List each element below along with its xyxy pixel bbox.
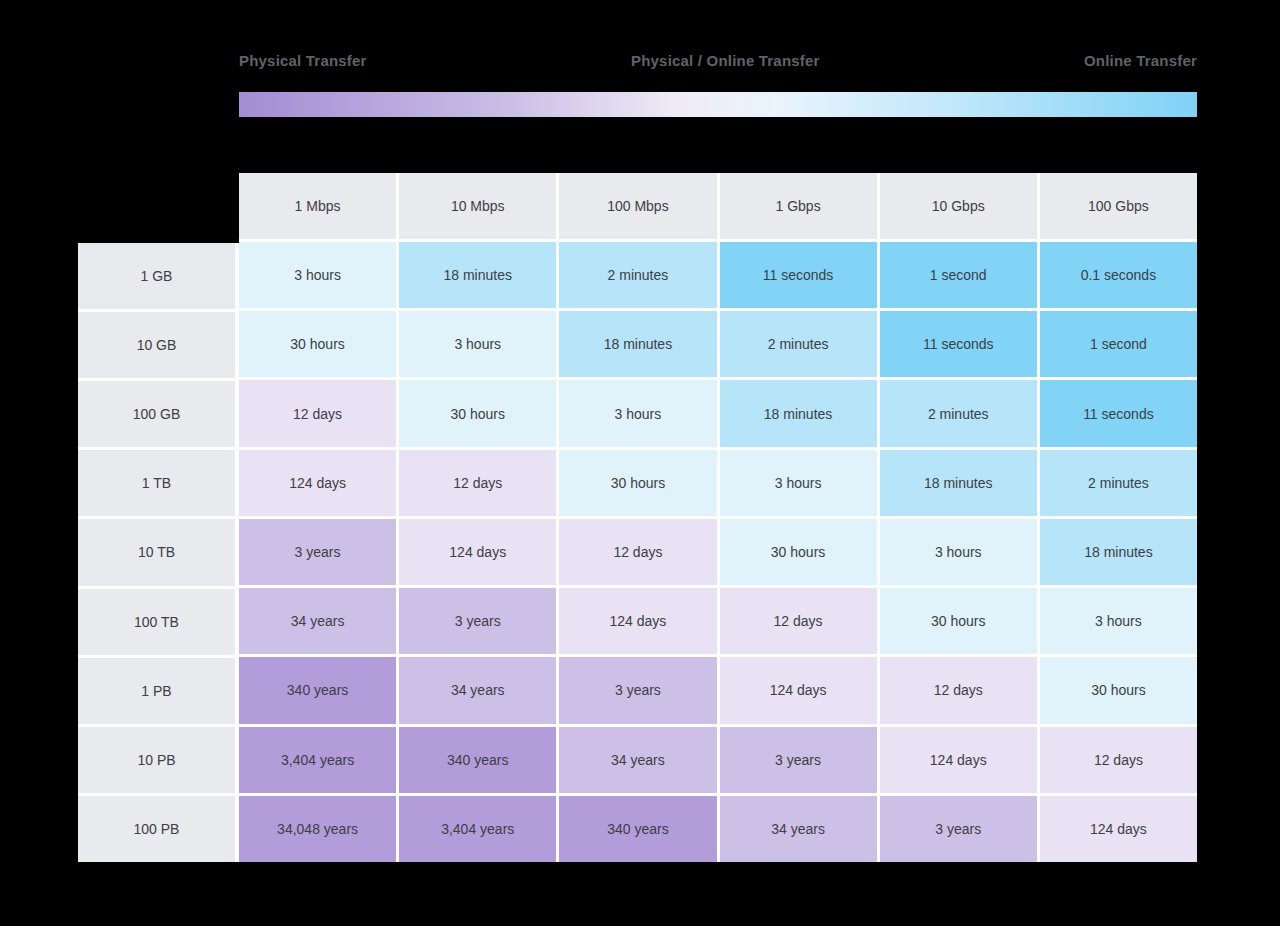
table-cell: 340 years	[559, 796, 716, 862]
table-cell: 124 days	[720, 657, 877, 723]
row-header-10-tb: 10 TB	[78, 519, 235, 585]
table-cell: 12 days	[1040, 727, 1197, 793]
table-cell: 18 minutes	[399, 242, 556, 308]
row-header-10-gb: 10 GB	[78, 312, 235, 378]
column-header-100-gbps: 100 Gbps	[1040, 173, 1197, 239]
page-background: Physical Transfer Physical / Online Tran…	[0, 0, 1280, 926]
table-cell: 18 minutes	[559, 311, 716, 377]
table-cell: 30 hours	[239, 311, 396, 377]
table-cell: 124 days	[880, 727, 1037, 793]
transfer-gradient-bar	[239, 92, 1197, 117]
table-cell: 124 days	[559, 588, 716, 654]
column-header-100-mbps: 100 Mbps	[559, 173, 716, 239]
table-cell: 3 years	[239, 519, 396, 585]
column-header-1-gbps: 1 Gbps	[720, 173, 877, 239]
table-cell: 3,404 years	[239, 727, 396, 793]
table-cell: 3 years	[880, 796, 1037, 862]
table-cell: 340 years	[239, 657, 396, 723]
legend-label-online-transfer: Online Transfer	[1084, 52, 1197, 69]
row-header-100-tb: 100 TB	[78, 589, 235, 655]
table-cell: 3 hours	[559, 380, 716, 446]
transfer-legend: Physical Transfer Physical / Online Tran…	[239, 52, 1197, 69]
table-cell: 12 days	[559, 519, 716, 585]
table-cell: 3 hours	[880, 519, 1037, 585]
table-cell: 12 days	[880, 657, 1037, 723]
table-cell: 2 minutes	[880, 380, 1037, 446]
table-cell: 0.1 seconds	[1040, 242, 1197, 308]
row-header-10-pb: 10 PB	[78, 727, 235, 793]
row-header-1-pb: 1 PB	[78, 658, 235, 724]
table-cell: 34,048 years	[239, 796, 396, 862]
table-cell: 124 days	[1040, 796, 1197, 862]
legend-label-physical-transfer: Physical Transfer	[239, 52, 367, 69]
row-header-1-tb: 1 TB	[78, 450, 235, 516]
table-cell: 34 years	[399, 657, 556, 723]
table-cell: 12 days	[720, 588, 877, 654]
table-cell: 18 minutes	[1040, 519, 1197, 585]
table-cell: 2 minutes	[559, 242, 716, 308]
table-cell: 3 hours	[1040, 588, 1197, 654]
table-cell: 30 hours	[399, 380, 556, 446]
table-cell: 3 years	[399, 588, 556, 654]
table-cell: 3 hours	[239, 242, 396, 308]
table-cell: 30 hours	[720, 519, 877, 585]
table-cell: 12 days	[239, 380, 396, 446]
table-cell: 1 second	[1040, 311, 1197, 377]
column-header-1-mbps: 1 Mbps	[239, 173, 396, 239]
table-cell: 3 years	[559, 657, 716, 723]
column-header-10-gbps: 10 Gbps	[880, 173, 1037, 239]
table-cell: 34 years	[239, 588, 396, 654]
column-header-10-mbps: 10 Mbps	[399, 173, 556, 239]
table-cell: 124 days	[399, 519, 556, 585]
table-cell: 18 minutes	[720, 380, 877, 446]
row-header-1-gb: 1 GB	[78, 243, 235, 309]
table-cell: 30 hours	[880, 588, 1037, 654]
table-cell: 124 days	[239, 450, 396, 516]
table-cell: 340 years	[399, 727, 556, 793]
table-cell: 30 hours	[1040, 657, 1197, 723]
table-cell: 30 hours	[559, 450, 716, 516]
table-cell: 1 second	[880, 242, 1037, 308]
table-cell: 34 years	[720, 796, 877, 862]
table-cell: 3 hours	[720, 450, 877, 516]
transfer-time-table: 1 Mbps10 Mbps100 Mbps1 Gbps10 Gbps100 Gb…	[239, 173, 1197, 862]
legend-label-physical-online-transfer: Physical / Online Transfer	[631, 52, 820, 69]
table-cell: 2 minutes	[720, 311, 877, 377]
table-cell: 34 years	[559, 727, 716, 793]
table-cell: 11 seconds	[1040, 380, 1197, 446]
table-cell: 3 hours	[399, 311, 556, 377]
table-cell: 11 seconds	[720, 242, 877, 308]
table-cell: 11 seconds	[880, 311, 1037, 377]
row-header-100-pb: 100 PB	[78, 796, 235, 862]
table-cell: 2 minutes	[1040, 450, 1197, 516]
table-cell: 18 minutes	[880, 450, 1037, 516]
table-cell: 3 years	[720, 727, 877, 793]
row-header-100-gb: 100 GB	[78, 381, 235, 447]
row-header-column: 1 GB10 GB100 GB1 TB10 TB100 TB1 PB10 PB1…	[78, 243, 239, 862]
table-cell: 3,404 years	[399, 796, 556, 862]
table-cell: 12 days	[399, 450, 556, 516]
